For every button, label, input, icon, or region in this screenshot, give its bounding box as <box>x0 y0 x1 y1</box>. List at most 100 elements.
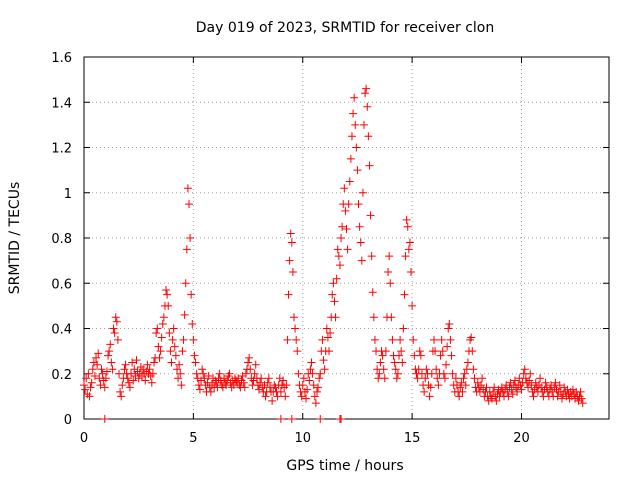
data-point <box>431 347 440 356</box>
data-point <box>156 347 165 356</box>
data-point <box>240 383 249 392</box>
data-point <box>482 383 491 392</box>
data-point <box>463 358 472 367</box>
data-point <box>84 369 93 378</box>
grid-lines <box>84 57 609 419</box>
data-point <box>504 392 513 401</box>
data-point <box>427 369 436 378</box>
data-point <box>285 256 294 265</box>
data-point <box>118 381 127 390</box>
data-point <box>307 358 316 367</box>
data-point <box>178 347 187 356</box>
data-point <box>510 376 519 385</box>
data-point <box>306 365 315 374</box>
data-point <box>513 387 522 396</box>
data-point <box>172 365 181 374</box>
data-point <box>316 415 325 423</box>
data-point <box>97 365 106 374</box>
data-point <box>174 374 183 383</box>
data-point <box>455 392 464 401</box>
data-point <box>376 358 385 367</box>
data-point <box>402 215 411 224</box>
data-point <box>81 385 90 394</box>
data-point <box>159 313 168 322</box>
data-point <box>553 392 562 401</box>
data-point <box>170 342 179 351</box>
data-point <box>405 238 414 247</box>
data-point <box>457 378 466 387</box>
data-point <box>466 335 475 344</box>
data-point <box>378 351 387 360</box>
data-point <box>164 301 173 310</box>
data-point <box>273 392 282 401</box>
data-point <box>385 252 394 261</box>
data-point <box>181 279 190 288</box>
data-point <box>358 188 367 197</box>
data-point <box>132 356 141 365</box>
data-point <box>263 378 272 387</box>
data-point <box>438 347 447 356</box>
data-point <box>315 374 324 383</box>
data-point <box>436 351 445 360</box>
data-point <box>154 342 163 351</box>
data-point <box>93 360 102 369</box>
data-point <box>370 335 379 344</box>
data-point <box>100 383 109 392</box>
data-point <box>470 374 479 383</box>
data-point <box>426 383 435 392</box>
data-point <box>199 369 208 378</box>
data-point <box>381 347 390 356</box>
data-point <box>323 333 332 342</box>
data-point <box>393 369 402 378</box>
data-point <box>458 387 467 396</box>
data-point <box>318 335 327 344</box>
data-point <box>386 279 395 288</box>
data-point <box>314 383 323 392</box>
data-point <box>396 335 405 344</box>
data-point <box>146 372 155 381</box>
data-point <box>189 335 198 344</box>
data-point <box>326 329 335 338</box>
data-point <box>195 385 204 394</box>
data-point <box>364 132 373 141</box>
data-point <box>96 381 105 390</box>
data-point <box>392 374 401 383</box>
data-point <box>128 358 137 367</box>
data-point <box>355 222 364 231</box>
data-point <box>395 351 403 360</box>
data-point <box>112 317 121 326</box>
data-point <box>400 290 409 299</box>
data-point <box>279 376 288 385</box>
data-point <box>433 374 442 383</box>
data-point <box>469 365 478 374</box>
data-point <box>344 200 353 209</box>
data-point <box>557 394 566 403</box>
data-point <box>461 381 470 390</box>
data-point <box>264 374 273 383</box>
data-point <box>517 385 526 394</box>
data-points <box>80 84 587 423</box>
data-point <box>387 313 396 322</box>
data-point <box>286 229 295 238</box>
data-point <box>338 222 347 231</box>
x-tick-label: 15 <box>404 431 421 446</box>
data-point <box>299 374 308 383</box>
data-point <box>268 396 277 405</box>
data-point <box>107 358 116 367</box>
data-point <box>342 224 351 233</box>
data-point <box>526 369 535 378</box>
data-point <box>179 335 188 344</box>
data-point <box>309 381 318 390</box>
data-point <box>282 381 291 390</box>
data-point <box>129 376 138 385</box>
data-point <box>92 353 101 362</box>
data-point <box>363 102 372 111</box>
data-point <box>158 319 167 328</box>
data-point <box>171 351 180 360</box>
data-point <box>414 365 423 374</box>
data-point <box>311 399 320 408</box>
data-point <box>157 333 166 342</box>
data-point <box>102 367 111 376</box>
data-point <box>422 365 431 374</box>
data-point <box>333 245 342 254</box>
